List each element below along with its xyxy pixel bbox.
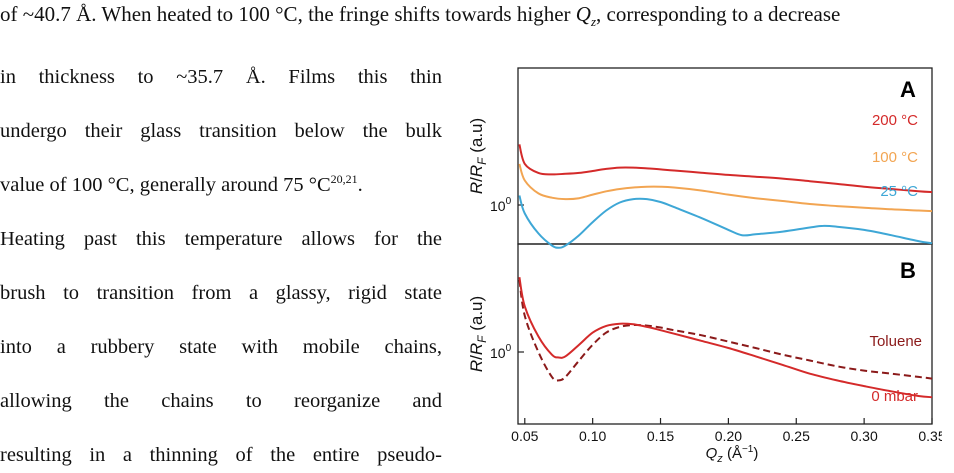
paragraph-line-3: value of 100 °C, generally around 75 °C2… <box>0 172 363 197</box>
svg-text:R/RF (a.u): R/RF (a.u) <box>467 296 489 372</box>
label-25c: 25 °C <box>880 183 918 200</box>
line-3-period: . <box>357 174 363 196</box>
paragraph-line-6: into a rubbery state with mobile chains, <box>0 336 442 358</box>
paragraph-line-1: in thickness to ~35.7 Å. Films this thin <box>0 66 442 88</box>
series-line-toluene <box>518 279 933 382</box>
series-line-200-c <box>518 144 933 194</box>
panel-b-ytick: 100 <box>490 343 512 361</box>
panel-b-letter: B <box>900 258 916 283</box>
paragraph-line-2: undergo their glass transition below the… <box>0 120 442 142</box>
paragraph-line-5: brush to transition from a glassy, rigid… <box>0 282 442 304</box>
panel-b-curves <box>518 277 933 399</box>
panel-b-frame <box>517 243 933 425</box>
label-200c: 200 °C <box>872 112 918 129</box>
panel-a-letter: A <box>900 77 916 102</box>
paragraph-line-8: resulting in a thinning of the entire ps… <box>0 444 442 466</box>
qz-symbol: Q <box>575 2 591 26</box>
series-line-25-c <box>518 195 933 249</box>
paragraph-line-7: allowing the chains to reorganize and <box>0 390 442 412</box>
x-ticks: 0.05 0.10 0.15 0.20 0.25 0.30 0.35 <box>511 418 946 444</box>
x-tick-label: 0.10 <box>579 428 606 444</box>
x-tick-label: 0.20 <box>715 428 742 444</box>
x-tick-label: 0.30 <box>851 428 878 444</box>
label-toluene: Toluene <box>869 333 922 350</box>
top-line-post: , corresponding to a decrease <box>596 2 841 26</box>
svg-text:R/RF (a.u): R/RF (a.u) <box>467 118 489 194</box>
x-tick-label: 0.05 <box>511 428 538 444</box>
top-line-pre: of ~40.7 Å. When heated to 100 °C, the f… <box>0 2 576 26</box>
panel-a-curves <box>518 144 933 249</box>
figure: A B R/RF (a.u) R/RF (a.u) 100 100 200 °C… <box>452 62 946 472</box>
panel-a-ytick: 100 <box>490 196 512 214</box>
x-axis-label: Qz (Å−1) <box>706 444 759 465</box>
paragraph-line-4: Heating past this temperature allows for… <box>0 228 442 250</box>
x-tick-label: 0.25 <box>783 428 810 444</box>
citation-superscript: 20,21 <box>330 172 358 186</box>
series-line-0-mbar <box>518 277 933 399</box>
qz-subscript: z <box>590 14 596 30</box>
panel-a-ylabel: R/RF (a.u) <box>467 118 489 194</box>
label-0mbar: 0 mbar <box>871 388 918 405</box>
line-3-text: value of 100 °C, generally around 75 °C <box>0 174 331 196</box>
x-tick-label: 0.15 <box>647 428 674 444</box>
label-100c: 100 °C <box>872 149 918 166</box>
series-line-100-c <box>518 163 933 213</box>
x-tick-label: 0.35 <box>918 428 942 444</box>
panel-b-ylabel: R/RF (a.u) <box>467 296 489 372</box>
panel-a-frame <box>517 67 933 245</box>
top-text-line: of ~40.7 Å. When heated to 100 °C, the f… <box>0 2 954 30</box>
reflectivity-figure: A B R/RF (a.u) R/RF (a.u) 100 100 200 °C… <box>467 67 946 465</box>
